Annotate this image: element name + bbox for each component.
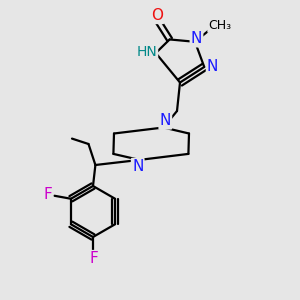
Text: N: N <box>191 31 202 46</box>
Text: F: F <box>44 187 52 202</box>
Text: N: N <box>207 59 218 74</box>
Text: CH₃: CH₃ <box>208 19 232 32</box>
Text: N: N <box>132 159 143 174</box>
Text: HN: HN <box>136 45 157 59</box>
Text: N: N <box>160 113 171 128</box>
Text: O: O <box>151 8 163 23</box>
Text: F: F <box>89 251 98 266</box>
